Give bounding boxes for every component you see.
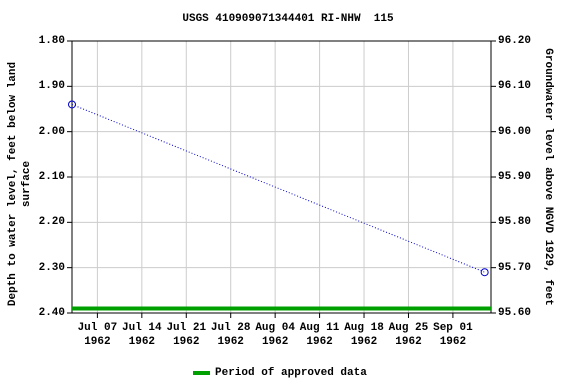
data-point	[68, 100, 76, 109]
x-tick-label: Aug 25 1962	[388, 322, 429, 348]
y2-tick-label: 95.90	[498, 171, 532, 183]
x-tick-label: Aug 04 1962	[255, 322, 295, 348]
x-tick-label: Jul 28 1962	[210, 322, 251, 348]
y-tick-label: 1.80	[38, 35, 65, 47]
data-point	[480, 268, 489, 277]
y2-tick-label: 95.70	[498, 261, 532, 274]
y-tick-label: 2.00	[38, 125, 65, 138]
y2-tick-label: 96.10	[498, 80, 532, 93]
y-tick-label: 2.30	[38, 261, 65, 274]
chart-title: USGS 410909071344401 RI-NHW 115	[182, 13, 394, 25]
y2-axis-label: Groundwater level above NGVD 1929, feet	[542, 48, 554, 306]
data-line	[71, 104, 485, 273]
x-tick-label: Jul 07 1962	[77, 322, 118, 348]
x-tick-label: Sep 01 1962	[433, 322, 473, 348]
y2-tick-label: 96.00	[498, 125, 532, 138]
y2-tick-label: 96.20	[498, 35, 532, 47]
y-tick-label: 1.90	[38, 80, 65, 93]
plot-frame	[71, 40, 492, 314]
y-tick-label: 2.40	[38, 307, 65, 319]
y-axis-label: Depth to water level, feet below land su…	[7, 61, 33, 307]
y2-tick-label: 95.80	[498, 216, 532, 229]
y-tick-label: 2.20	[38, 216, 65, 229]
y-tick-label: 2.10	[38, 171, 65, 183]
legend-label: Period of approved data	[215, 367, 367, 379]
y2-tick-label: 95.60	[498, 307, 532, 319]
x-tick-label: Jul 21 1962	[166, 322, 207, 348]
x-tick-label: Aug 18 1962	[344, 322, 384, 348]
x-tick-label: Jul 14 1962	[122, 322, 162, 348]
x-tick-label: Aug 11 1962	[299, 322, 340, 348]
